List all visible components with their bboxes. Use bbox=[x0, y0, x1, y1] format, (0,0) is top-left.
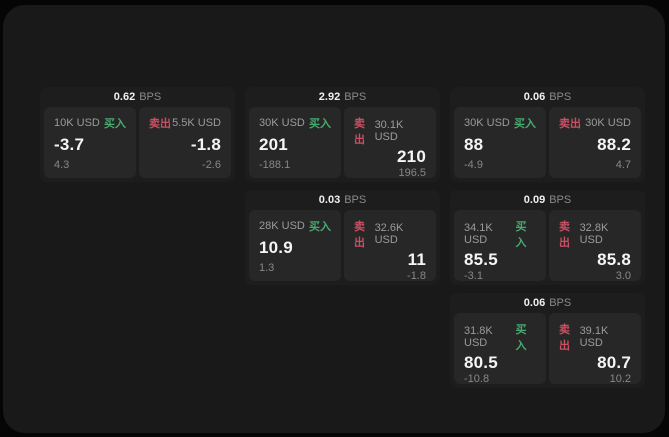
buy-amount: 30K USD bbox=[464, 117, 510, 129]
quote-card: 0.06 BPS 31.8K USD 买入 80.5 -10.8 卖出 39.1… bbox=[450, 293, 645, 388]
sell-pane[interactable]: 卖出 30.1K USD 210 196.5 bbox=[344, 107, 436, 179]
bps-unit: BPS bbox=[549, 91, 572, 103]
sell-price: 85.8 bbox=[597, 250, 631, 269]
bps-value: 0.03 bbox=[318, 194, 341, 206]
quote-panes: 30K USD 买入 88 -4.9 卖出 30K USD 88.2 4.7 bbox=[454, 107, 641, 178]
sell-amount: 39.1K USD bbox=[579, 325, 609, 349]
sell-label: 卖出 bbox=[149, 118, 171, 130]
buy-pane[interactable]: 10K USD 买入 -3.7 4.3 bbox=[44, 107, 136, 178]
buy-sub-value: 1.3 bbox=[259, 262, 275, 274]
buy-price: 80.5 bbox=[464, 353, 498, 372]
buy-label: 买入 bbox=[514, 118, 536, 130]
sell-price: 11 bbox=[407, 250, 426, 269]
buy-pane[interactable]: 31.8K USD 买入 80.5 -10.8 bbox=[454, 313, 546, 385]
quote-panes: 30K USD 买入 201 -188.1 卖出 30.1K USD 210 1… bbox=[249, 107, 436, 179]
buy-sub-value: -3.1 bbox=[464, 270, 483, 282]
sell-sub-value: -2.6 bbox=[202, 159, 221, 171]
sell-sub-value: -1.8 bbox=[407, 270, 426, 282]
quote-card: 0.09 BPS 34.1K USD 买入 85.5 -3.1 卖出 32.8K… bbox=[450, 190, 645, 285]
buy-amount: 34.1K USD bbox=[464, 222, 493, 246]
sell-pane[interactable]: 卖出 32.6K USD 11 -1.8 bbox=[344, 210, 436, 282]
quote-card: 0.03 BPS 28K USD 买入 10.9 1.3 卖出 32.6K US… bbox=[245, 190, 440, 285]
buy-sub-value: -10.8 bbox=[464, 373, 490, 385]
sell-label: 卖出 bbox=[354, 221, 365, 249]
card-header: 0.06 BPS bbox=[454, 293, 641, 313]
sell-amount: 32.6K USD bbox=[374, 222, 404, 246]
buy-pane[interactable]: 28K USD 买入 10.9 1.3 bbox=[249, 210, 341, 281]
sell-price: 210 bbox=[397, 147, 426, 166]
buy-label: 买入 bbox=[515, 221, 527, 249]
buy-price: 10.9 bbox=[259, 238, 293, 257]
buy-pane[interactable]: 30K USD 买入 201 -188.1 bbox=[249, 107, 341, 178]
sell-sub-value: 196.5 bbox=[398, 167, 426, 179]
buy-label: 买入 bbox=[104, 118, 126, 130]
quote-panes: 28K USD 买入 10.9 1.3 卖出 32.6K USD 11 -1.8 bbox=[249, 210, 436, 282]
quote-card: 0.06 BPS 30K USD 买入 88 -4.9 卖出 30K USD bbox=[450, 87, 645, 182]
quote-card: 0.62 BPS 10K USD 买入 -3.7 4.3 卖出 5.5K USD bbox=[40, 87, 235, 182]
card-header: 0.03 BPS bbox=[249, 190, 436, 210]
card-header: 0.62 BPS bbox=[44, 87, 231, 107]
sell-amount: 5.5K USD bbox=[172, 117, 221, 129]
sell-price: -1.8 bbox=[190, 135, 221, 154]
quote-grid: 0.62 BPS 10K USD 买入 -3.7 4.3 卖出 5.5K USD bbox=[40, 87, 645, 388]
sell-label: 卖出 bbox=[559, 118, 581, 130]
bps-unit: BPS bbox=[344, 194, 367, 206]
sell-label: 卖出 bbox=[559, 324, 570, 352]
buy-price: 201 bbox=[259, 135, 288, 154]
card-header: 0.09 BPS bbox=[454, 190, 641, 210]
sell-price: 88.2 bbox=[597, 135, 631, 154]
buy-amount: 10K USD bbox=[54, 117, 100, 129]
bps-value: 0.09 bbox=[523, 194, 546, 206]
sell-amount: 30.1K USD bbox=[374, 119, 404, 143]
buy-pane[interactable]: 34.1K USD 买入 85.5 -3.1 bbox=[454, 210, 546, 282]
quote-panes: 31.8K USD 买入 80.5 -10.8 卖出 39.1K USD 80.… bbox=[454, 313, 641, 385]
bps-unit: BPS bbox=[344, 91, 367, 103]
card-header: 0.06 BPS bbox=[454, 87, 641, 107]
sell-label: 卖出 bbox=[354, 118, 365, 146]
sell-pane[interactable]: 卖出 30K USD 88.2 4.7 bbox=[549, 107, 641, 178]
buy-amount: 28K USD bbox=[259, 220, 305, 232]
sell-pane[interactable]: 卖出 5.5K USD -1.8 -2.6 bbox=[139, 107, 231, 178]
bps-value: 0.06 bbox=[523, 297, 546, 309]
bps-unit: BPS bbox=[549, 194, 572, 206]
bps-value: 0.06 bbox=[523, 91, 546, 103]
buy-price: 88 bbox=[464, 135, 484, 154]
sell-pane[interactable]: 卖出 32.8K USD 85.8 3.0 bbox=[549, 210, 641, 282]
buy-sub-value: -188.1 bbox=[259, 159, 291, 171]
bps-value: 2.92 bbox=[318, 91, 341, 103]
sell-amount: 30K USD bbox=[585, 117, 631, 129]
buy-price: 85.5 bbox=[464, 250, 498, 269]
bps-unit: BPS bbox=[139, 91, 162, 103]
app-surface: 0.62 BPS 10K USD 买入 -3.7 4.3 卖出 5.5K USD bbox=[3, 5, 665, 433]
buy-amount: 31.8K USD bbox=[464, 325, 493, 349]
bps-value: 0.62 bbox=[113, 91, 136, 103]
quote-panes: 34.1K USD 买入 85.5 -3.1 卖出 32.8K USD 85.8… bbox=[454, 210, 641, 282]
bps-unit: BPS bbox=[549, 297, 572, 309]
quote-panes: 10K USD 买入 -3.7 4.3 卖出 5.5K USD -1.8 -2.… bbox=[44, 107, 231, 178]
sell-sub-value: 10.2 bbox=[609, 373, 631, 385]
sell-sub-value: 4.7 bbox=[615, 159, 631, 171]
sell-sub-value: 3.0 bbox=[615, 270, 631, 282]
sell-price: 80.7 bbox=[597, 353, 631, 372]
buy-label: 买入 bbox=[309, 118, 331, 130]
buy-label: 买入 bbox=[515, 324, 527, 352]
buy-sub-value: 4.3 bbox=[54, 159, 70, 171]
buy-amount: 30K USD bbox=[259, 117, 305, 129]
card-header: 2.92 BPS bbox=[249, 87, 436, 107]
sell-pane[interactable]: 卖出 39.1K USD 80.7 10.2 bbox=[549, 313, 641, 385]
buy-pane[interactable]: 30K USD 买入 88 -4.9 bbox=[454, 107, 546, 178]
sell-label: 卖出 bbox=[559, 221, 570, 249]
buy-label: 买入 bbox=[309, 221, 331, 233]
buy-price: -3.7 bbox=[54, 135, 85, 154]
buy-sub-value: -4.9 bbox=[464, 159, 483, 171]
quote-card: 2.92 BPS 30K USD 买入 201 -188.1 卖出 30.1K … bbox=[245, 87, 440, 182]
sell-amount: 32.8K USD bbox=[579, 222, 609, 246]
